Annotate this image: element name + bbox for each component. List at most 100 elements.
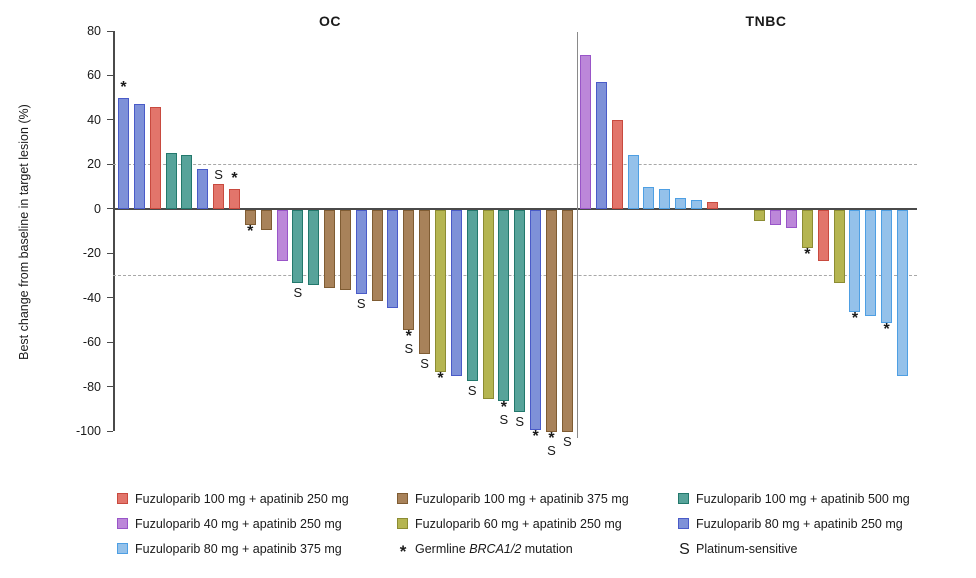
- s-glyph: S: [404, 340, 414, 356]
- asterisk-glyph: *: [405, 327, 412, 345]
- platinum-mark: S: [515, 415, 524, 428]
- s-glyph: S: [293, 285, 303, 301]
- waterfall-bar-lightblue: [690, 199, 702, 209]
- legend-label: Germline BRCA1/2 mutation: [415, 542, 573, 556]
- legend-label: Fuzuloparib 60 mg + apatinib 250 mg: [415, 517, 622, 531]
- legend-item-brown: Fuzuloparib 100 mg + apatinib 375 mg: [397, 490, 629, 506]
- waterfall-bar-brown: [260, 209, 272, 230]
- waterfall-bar-purple: [276, 209, 288, 261]
- legend-item-red: Fuzuloparib 100 mg + apatinib 250 mg: [117, 490, 349, 506]
- legend-swatch-blue: [678, 518, 689, 529]
- legend-item-purple: Fuzuloparib 40 mg + apatinib 250 mg: [117, 515, 342, 531]
- y-tick: [107, 386, 113, 388]
- waterfall-bar-lightblue: [643, 186, 655, 209]
- platinum-mark: S: [214, 168, 223, 181]
- legend-swatch-purple: [117, 518, 128, 529]
- platinum-mark: S: [468, 384, 477, 397]
- y-tick-label: -60: [82, 335, 101, 350]
- s-glyph: S: [515, 414, 525, 429]
- waterfall-bar-blue: [530, 209, 542, 430]
- brca-mark: *: [247, 223, 254, 241]
- legend-item-teal: Fuzuloparib 100 mg + apatinib 500 mg: [678, 490, 910, 506]
- brca-mark: *: [532, 427, 539, 445]
- brca-mark: *: [804, 246, 810, 262]
- brca-mark: *: [884, 322, 890, 338]
- waterfall-bar-red: [149, 106, 161, 209]
- asterisk-glyph: *: [548, 430, 555, 447]
- y-tick: [107, 430, 113, 432]
- waterfall-bar-lightblue: [675, 197, 687, 209]
- y-tick-label: 40: [87, 112, 101, 127]
- legend-label: Fuzuloparib 80 mg + apatinib 375 mg: [135, 542, 342, 556]
- legend-label: Fuzuloparib 100 mg + apatinib 375 mg: [415, 492, 629, 506]
- y-tick: [107, 30, 113, 32]
- y-tick: [107, 163, 113, 165]
- legend-item-lightblue: Fuzuloparib 80 mg + apatinib 375 mg: [117, 540, 342, 556]
- waterfall-bar-olive: [435, 209, 446, 372]
- waterfall-bar-brown: [244, 209, 256, 226]
- legend-item-olive: Fuzuloparib 60 mg + apatinib 250 mg: [397, 515, 622, 531]
- waterfall-bar-brown: [371, 209, 383, 301]
- waterfall-bar-purple: [580, 55, 591, 209]
- y-tick-label: 0: [94, 201, 101, 216]
- waterfall-bar-teal: [308, 209, 320, 286]
- waterfall-bar-red: [611, 119, 623, 209]
- waterfall-bar-teal: [514, 209, 526, 412]
- waterfall-bar-olive: [801, 209, 813, 248]
- waterfall-bar-brown: [403, 209, 415, 330]
- legend-label: Fuzuloparib 40 mg + apatinib 250 mg: [135, 517, 342, 531]
- s-glyph: S: [420, 356, 429, 372]
- legend-label: Fuzuloparib 100 mg + apatinib 500 mg: [696, 492, 910, 506]
- waterfall-bar-red: [817, 209, 829, 261]
- panel-divider: [577, 32, 578, 438]
- legend-item-brca: * Germline BRCA1/2 mutation: [397, 540, 573, 561]
- asterisk-glyph: *: [500, 398, 508, 416]
- y-axis-title: Best change from baseline in target lesi…: [17, 104, 31, 360]
- legend-label: Platinum-sensitive: [696, 542, 798, 556]
- brca-mark: *: [231, 170, 237, 186]
- s-glyph: S: [547, 443, 556, 458]
- waterfall-bar-red: [228, 188, 240, 209]
- waterfall-bar-blue: [133, 104, 145, 209]
- y-tick: [107, 208, 113, 210]
- platinum-mark: S: [357, 297, 366, 310]
- waterfall-bar-brown: [339, 209, 351, 290]
- y-tick: [107, 297, 113, 299]
- waterfall-bar-brown: [419, 209, 431, 355]
- waterfall-bar-lightblue: [881, 209, 893, 324]
- platinum-mark: S: [563, 435, 572, 448]
- s-glyph: S: [499, 411, 509, 427]
- asterisk-glyph: *: [532, 427, 539, 445]
- waterfall-bar-purple: [770, 209, 782, 226]
- legend-swatch-lightblue: [117, 543, 128, 554]
- waterfall-bar-brown: [561, 209, 573, 432]
- legend-item-blue: Fuzuloparib 80 mg + apatinib 250 mg: [678, 515, 903, 531]
- waterfall-bar-brown: [545, 209, 557, 432]
- brca-mark: *: [437, 371, 443, 387]
- waterfall-bar-purple: [786, 209, 798, 228]
- asterisk-glyph: *: [851, 310, 859, 327]
- waterfall-bar-blue: [450, 209, 462, 377]
- brca-mark: * S: [404, 327, 414, 356]
- brca-mark: *: [851, 310, 859, 327]
- waterfall-bar-olive: [754, 209, 766, 221]
- waterfall-bar-olive: [482, 209, 494, 399]
- y-tick: [107, 341, 113, 343]
- s-glyph: S: [679, 541, 690, 558]
- waterfall-bar-teal: [165, 153, 177, 209]
- waterfall-bar-teal: [466, 209, 478, 381]
- waterfall-bar-olive: [833, 209, 845, 284]
- y-axis: [113, 31, 115, 431]
- waterfall-bar-brown: [324, 209, 336, 288]
- y-tick-label: -80: [82, 379, 101, 394]
- s-glyph: S: [214, 167, 223, 183]
- waterfall-bar-lightblue: [849, 209, 861, 312]
- y-tick-label: -20: [82, 246, 101, 261]
- y-tick-label: 20: [87, 157, 101, 172]
- y-tick: [107, 119, 113, 121]
- waterfall-bar-teal: [181, 155, 193, 209]
- asterisk-glyph: *: [247, 223, 254, 241]
- waterfall-bar-teal: [498, 209, 510, 401]
- waterfall-bar-blue: [197, 168, 209, 209]
